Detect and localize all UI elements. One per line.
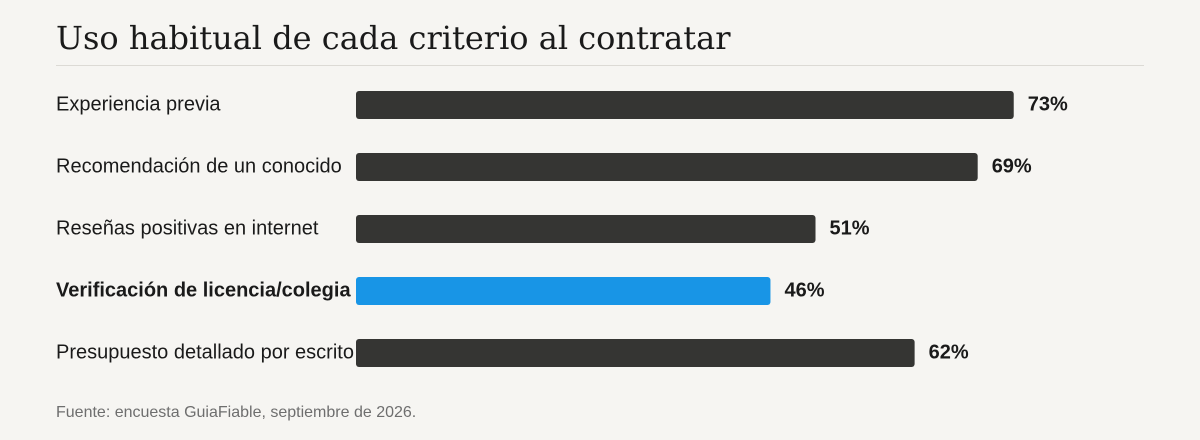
value-label: 51% [830, 217, 870, 239]
category-label: Recomendación de un conocido [56, 155, 342, 177]
value-label: 69% [992, 155, 1032, 177]
category-label: Presupuesto detallado por escrito [56, 341, 354, 363]
bar-0 [356, 91, 1014, 119]
bar-3 [356, 277, 771, 305]
value-label: 46% [784, 279, 824, 301]
value-label: 62% [929, 341, 969, 363]
value-label: 73% [1028, 93, 1068, 115]
category-label: Verificación de licencia/colegia [56, 279, 351, 301]
category-label: Reseñas positivas en internet [56, 217, 319, 239]
source-note: Fuente: encuesta GuiaFiable, septiembre … [56, 404, 417, 421]
category-label: Experiencia previa [56, 93, 221, 115]
bar-2 [356, 215, 816, 243]
bar-chart: Experiencia previa 73% Recomendación de un… [56, 91, 1068, 367]
bar-4 [356, 339, 915, 367]
bar-1 [356, 153, 978, 181]
title-divider [56, 65, 1144, 66]
chart-title: Uso habitual de cada criterio al contrat… [56, 19, 731, 57]
